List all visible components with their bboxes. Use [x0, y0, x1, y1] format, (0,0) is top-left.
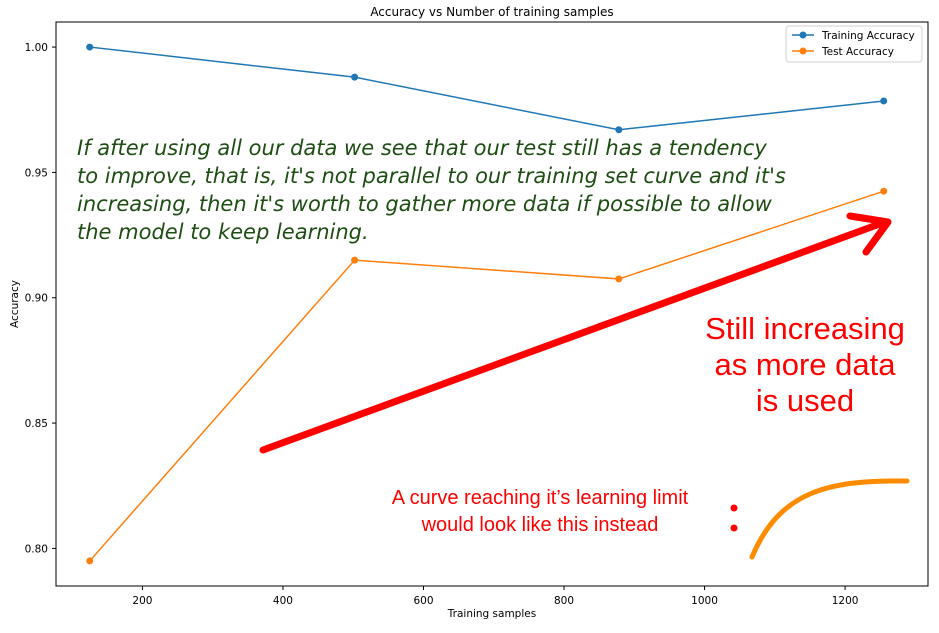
- x-tick-label: 200: [132, 595, 152, 607]
- increasing-note-line-2: as more data: [715, 347, 897, 382]
- increasing-note-line-3: is used: [756, 383, 854, 418]
- x-tick-label: 600: [413, 595, 433, 607]
- green-note-line-1: If after using all our data we see that …: [77, 136, 767, 160]
- x-axis-label: Training samples: [447, 608, 536, 620]
- green-note-line-2: to improve, that is, it's not parallel t…: [77, 164, 786, 188]
- data-point-series-0: [880, 97, 888, 105]
- limit-annotation: A curve reaching it’s learning limit wou…: [392, 478, 910, 560]
- y-axis-label: Accuracy: [9, 280, 21, 328]
- data-point-series-1: [880, 187, 888, 195]
- series-line-0: [89, 46, 884, 131]
- green-annotation: If after using all our data we see that …: [77, 136, 786, 244]
- legend: Training Accuracy Test Accuracy: [785, 25, 923, 63]
- limit-note-line-2: would look like this instead: [421, 514, 659, 536]
- increasing-arrow: [259, 212, 892, 454]
- data-point-series-1: [615, 275, 623, 283]
- x-tick-label: 1200: [832, 595, 859, 607]
- y-tick-label: 0.95: [25, 167, 48, 179]
- arrow-head: [846, 212, 892, 256]
- y-tick-label: 0.80: [25, 543, 48, 555]
- limit-note-line-1: A curve reaching it’s learning limit: [392, 487, 689, 509]
- example-plateau-curve: [749, 478, 910, 560]
- series-line-1: [89, 190, 884, 562]
- data-point-series-0: [615, 126, 623, 134]
- x-tick-label: 400: [273, 595, 293, 607]
- legend-label-test: Test Accuracy: [821, 46, 894, 58]
- increasing-note-line-1: Still increasing: [705, 311, 905, 346]
- legend-marker-test: [799, 47, 807, 55]
- data-point-series-0: [351, 73, 359, 81]
- y-tick-label: 1.00: [25, 42, 48, 54]
- legend-box: [785, 25, 923, 63]
- legend-marker-training: [799, 31, 807, 39]
- y-tick-label: 0.85: [25, 418, 48, 430]
- data-point-series-1: [351, 256, 359, 264]
- data-point-series-0: [86, 43, 94, 51]
- x-tick-label: 800: [554, 595, 574, 607]
- plot-frame: [55, 21, 929, 587]
- data-point-series-1: [86, 557, 94, 565]
- colon-dot-top: [730, 504, 738, 512]
- arrow-shaft: [259, 218, 889, 454]
- green-note-line-4: the model to keep learning.: [77, 220, 369, 244]
- colon-dot-bottom: [730, 524, 738, 532]
- x-tick-label: 1000: [691, 595, 718, 607]
- increasing-annotation: Still increasing as more data is used: [705, 311, 905, 418]
- green-note-line-3: increasing, then it's worth to gather mo…: [77, 192, 773, 216]
- chart-title: Accuracy vs Number of training samples: [370, 5, 613, 19]
- y-tick-label: 0.90: [25, 293, 48, 305]
- legend-label-training: Training Accuracy: [821, 30, 915, 42]
- axis-ticks: 200 400 600 800 1000 1200 0.80 0.85 0.90 0.95 1.00: [25, 42, 859, 607]
- data-series: [86, 43, 888, 565]
